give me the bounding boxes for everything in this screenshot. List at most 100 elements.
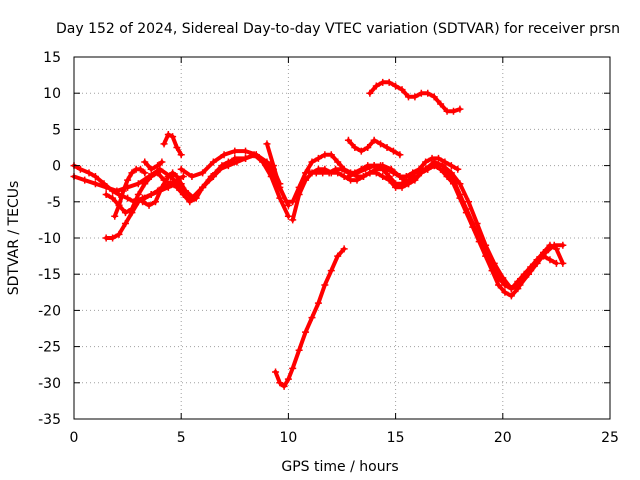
- data-point-marker: [199, 183, 207, 191]
- data-point-marker: [398, 86, 406, 94]
- data-point-marker: [404, 180, 412, 188]
- data-point-marker: [173, 183, 181, 191]
- data-point-marker: [242, 147, 250, 155]
- series-track-7: [141, 158, 166, 173]
- data-point-marker: [181, 187, 189, 195]
- data-point-marker: [124, 176, 132, 184]
- data-point-marker: [430, 158, 438, 166]
- y-tick-label: -25: [38, 340, 61, 356]
- data-point-marker: [385, 176, 393, 184]
- data-point-marker: [224, 158, 232, 166]
- data-point-marker: [434, 154, 442, 162]
- x-tick-label: 25: [601, 430, 619, 446]
- data-point-marker: [443, 172, 451, 180]
- data-point-marker: [312, 169, 320, 177]
- series-line: [142, 160, 164, 172]
- data-point-marker: [115, 201, 123, 209]
- data-point-marker: [166, 180, 174, 188]
- data-point-marker: [332, 165, 340, 173]
- data-point-marker: [289, 364, 297, 372]
- data-point-marker: [276, 183, 284, 191]
- series-track-6: [139, 169, 189, 209]
- data-point-marker: [559, 259, 567, 267]
- data-point-marker: [319, 169, 327, 177]
- data-point-marker: [186, 198, 194, 206]
- data-point-marker: [437, 100, 445, 108]
- data-point-marker: [482, 241, 490, 249]
- data-point-marker: [158, 158, 166, 166]
- y-tick-label: -5: [47, 195, 61, 211]
- data-point-marker: [321, 151, 329, 159]
- data-point-marker: [302, 328, 310, 336]
- data-point-marker: [306, 169, 314, 177]
- data-point-marker: [428, 154, 436, 162]
- data-point-marker: [347, 176, 355, 184]
- data-point-marker: [156, 165, 164, 173]
- series-track-4: [102, 158, 232, 217]
- data-point-marker: [372, 82, 380, 90]
- data-point-marker: [525, 270, 533, 278]
- data-point-marker: [141, 180, 149, 188]
- data-point-marker: [379, 172, 387, 180]
- data-point-marker: [338, 165, 346, 173]
- data-point-marker: [177, 165, 185, 173]
- data-point-marker: [417, 89, 425, 97]
- y-tick-label: -15: [38, 267, 61, 283]
- data-point-marker: [177, 151, 185, 159]
- data-point-marker: [173, 172, 181, 180]
- data-point-marker: [334, 158, 342, 166]
- series-track-14: [344, 158, 567, 293]
- data-point-marker: [392, 82, 400, 90]
- data-point-marker: [276, 194, 284, 202]
- data-point-marker: [160, 140, 168, 148]
- data-point-marker: [482, 252, 490, 260]
- data-point-marker: [252, 151, 260, 159]
- data-point-marker: [402, 172, 410, 180]
- data-point-marker: [179, 191, 187, 199]
- data-point-marker: [550, 241, 558, 249]
- x-tick-label: 15: [387, 430, 405, 446]
- data-point-marker: [302, 176, 310, 184]
- x-axis-label: GPS time / hours: [281, 459, 398, 475]
- data-point-marker: [533, 259, 541, 267]
- data-point-marker: [136, 165, 144, 173]
- series-track-8: [160, 130, 185, 159]
- data-point-marker: [464, 198, 472, 206]
- data-point-marker: [372, 169, 380, 177]
- data-point-marker: [413, 172, 421, 180]
- grid-layer: [74, 57, 610, 419]
- series-track-15: [272, 245, 348, 390]
- data-point-marker: [357, 147, 365, 155]
- data-point-marker: [263, 140, 271, 148]
- data-point-marker: [147, 191, 155, 199]
- y-tick-label: -20: [38, 303, 61, 319]
- data-point-marker: [379, 78, 387, 86]
- data-point-marker: [462, 209, 470, 217]
- data-point-marker: [559, 241, 567, 249]
- data-point-marker: [447, 169, 455, 177]
- series-line: [265, 141, 559, 291]
- data-point-marker: [437, 165, 445, 173]
- y-tick-label: -30: [38, 376, 61, 392]
- data-point-marker: [314, 154, 322, 162]
- data-point-marker: [366, 169, 374, 177]
- x-tick-label: 10: [279, 430, 297, 446]
- data-point-marker: [424, 89, 432, 97]
- y-tick-label: 0: [52, 159, 61, 175]
- data-point-marker: [280, 382, 288, 390]
- data-point-marker: [145, 201, 153, 209]
- data-point-marker: [289, 198, 297, 206]
- data-point-marker: [353, 176, 361, 184]
- data-point-marker: [269, 162, 277, 170]
- data-point-marker: [276, 379, 284, 387]
- data-point-marker: [441, 158, 449, 166]
- data-point-marker: [542, 248, 550, 256]
- data-point-marker: [325, 169, 333, 177]
- data-point-marker: [469, 223, 477, 231]
- data-point-marker: [385, 78, 393, 86]
- data-point-marker: [141, 169, 149, 177]
- data-point-marker: [415, 165, 423, 173]
- data-point-marker: [263, 158, 271, 166]
- data-point-marker: [398, 183, 406, 191]
